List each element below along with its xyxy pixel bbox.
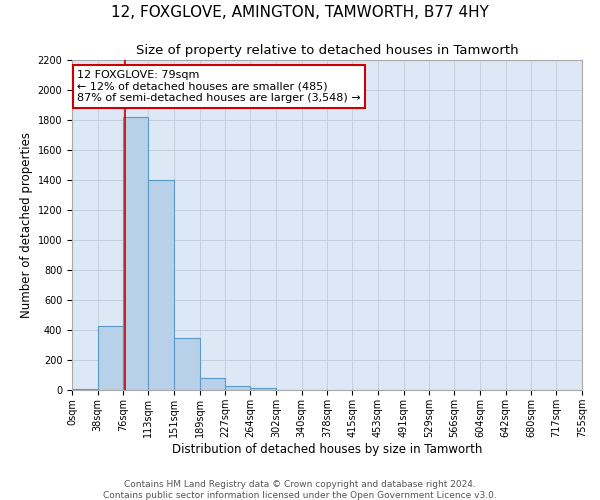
Bar: [124, 117, 148, 390]
Bar: [148, 180, 174, 390]
Text: 12 FOXGLOVE: 79sqm
← 12% of detached houses are smaller (485)
87% of semi-detach: 12 FOXGLOVE: 79sqm ← 12% of detached hou…: [77, 70, 361, 103]
Title: Size of property relative to detached houses in Tamworth: Size of property relative to detached ho…: [136, 44, 518, 58]
Text: Contains HM Land Registry data © Crown copyright and database right 2024.
Contai: Contains HM Land Registry data © Crown c…: [103, 480, 497, 500]
Text: 12, FOXGLOVE, AMINGTON, TAMWORTH, B77 4HY: 12, FOXGLOVE, AMINGTON, TAMWORTH, B77 4H…: [111, 5, 489, 20]
Y-axis label: Number of detached properties: Number of detached properties: [20, 132, 34, 318]
Bar: [72, 389, 98, 390]
Bar: [98, 326, 124, 390]
Bar: [200, 378, 226, 390]
X-axis label: Distribution of detached houses by size in Tamworth: Distribution of detached houses by size …: [172, 442, 482, 456]
Bar: [226, 386, 250, 390]
Bar: [250, 388, 276, 390]
Bar: [174, 338, 200, 390]
